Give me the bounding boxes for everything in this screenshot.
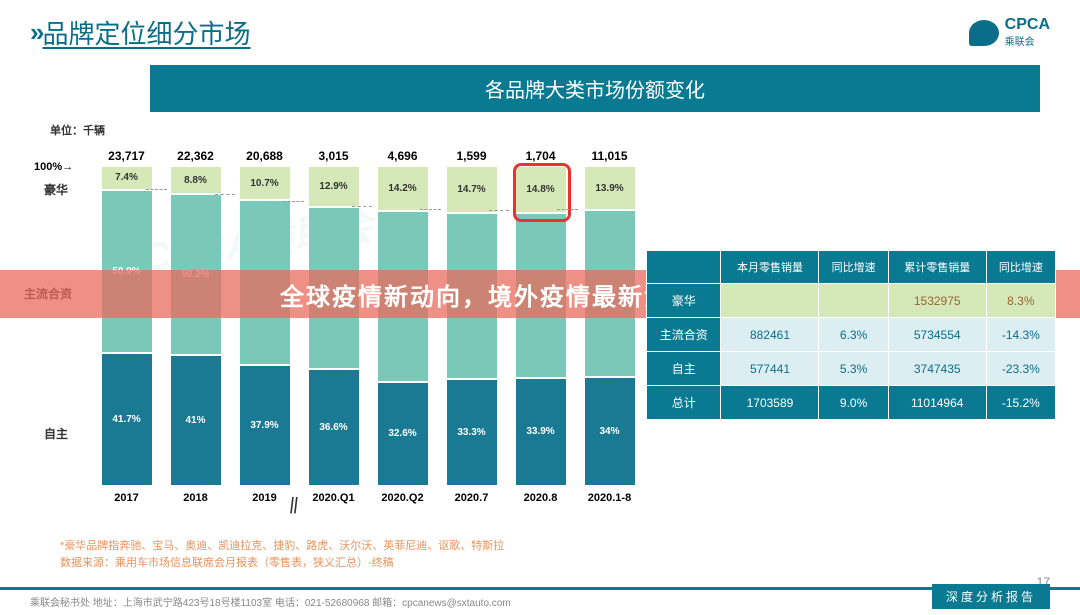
- footnote-2: 数据来源：乘用车市场信息联席会月报表（零售表，狭义汇总）-终稿: [60, 555, 504, 573]
- x-axis-label: 2020.Q1: [312, 492, 354, 504]
- bar-segment-own: 33.3%: [446, 379, 498, 486]
- bar-segment-lux: 14.8%: [515, 166, 567, 213]
- bar-top-value: 11,015: [591, 149, 627, 163]
- bar-segment-own: 37.9%: [239, 365, 291, 486]
- footnotes: *豪华品牌指奔驰、宝马、奥迪、凯迪拉克、捷豹、路虎、沃尔沃、英菲尼迪、讴歌、特斯…: [60, 538, 504, 573]
- bar-segment-own: 41.7%: [101, 353, 153, 486]
- table-row: 豪华 15329758.3%: [647, 284, 1056, 318]
- table-cell: 9.0%: [819, 386, 888, 420]
- table-cell: 6.3%: [819, 318, 888, 352]
- header: » 品牌定位细分市场 CPCA 乘联会: [0, 0, 1080, 59]
- axis-100pct: 100%→: [34, 161, 73, 173]
- category-label-own: 自主: [44, 425, 68, 442]
- bar-segment-lux: 14.2%: [377, 166, 429, 211]
- bar-top-value: 1,599: [456, 149, 486, 163]
- x-axis-label: 2019: [252, 492, 276, 504]
- bar-segment-own: 36.6%: [308, 369, 360, 486]
- table-header: 同比增速: [986, 251, 1055, 284]
- x-axis-label: 2018: [183, 492, 207, 504]
- data-table: 本月零售销量同比增速累计零售销量同比增速 豪华15329758.3%主流合资88…: [646, 250, 1056, 420]
- table-cell: 577441: [721, 352, 819, 386]
- table-row: 主流合资8824616.3%5734554-14.3%: [647, 318, 1056, 352]
- table-cell: 3747435: [888, 352, 986, 386]
- table-row-header: 豪华: [647, 284, 721, 318]
- bar-top-value: 20,688: [246, 149, 283, 163]
- table-cell: 1532975: [888, 284, 986, 318]
- bar-segment-lux: 8.8%: [170, 166, 222, 194]
- table-cell: [721, 284, 819, 318]
- table-header: 累计零售销量: [888, 251, 986, 284]
- bar-column: 4,696 14.2% 32.6% 2020.Q2: [370, 149, 435, 504]
- category-label-luxury: 豪华: [44, 181, 68, 198]
- table-cell: 1703589: [721, 386, 819, 420]
- logo-text: CPCA: [1005, 17, 1050, 33]
- table-cell: 8.3%: [986, 284, 1055, 318]
- table-cell: -23.3%: [986, 352, 1055, 386]
- bar-top-value: 3,015: [318, 149, 348, 163]
- bar-top-value: 1,704: [525, 149, 555, 163]
- table-cell: 5.3%: [819, 352, 888, 386]
- x-axis-label: 2020.1-8: [588, 492, 631, 504]
- bar-top-value: 4,696: [387, 149, 417, 163]
- bar-column: 11,015 13.9% 34% 2020.1-8: [577, 149, 642, 504]
- bar-segment-own: 41%: [170, 355, 222, 486]
- bar-column: 3,015 12.9% 36.6% 2020.Q1: [301, 149, 366, 504]
- bar-column: 22,3628.8%50.2%41%2018: [163, 149, 228, 504]
- page-title: 品牌定位细分市场: [42, 14, 250, 51]
- table-row: 总计17035899.0%11014964-15.2%: [647, 386, 1056, 420]
- footer-left: 乘联会秘书处 地址：上海市武宁路423号18号楼1103室 电话：021-526…: [30, 594, 511, 609]
- table-cell: 882461: [721, 318, 819, 352]
- table-cell: -15.2%: [986, 386, 1055, 420]
- table-header: 本月零售销量: [721, 251, 819, 284]
- bar-segment-own: 32.6%: [377, 382, 429, 486]
- stacked-bar-chart: 100%→ 豪华 主流合资 自主 23,7177.4%50.9%41.7%201…: [30, 135, 650, 540]
- x-axis-label: 2020.Q2: [381, 492, 423, 504]
- bar-column: 1,704 14.8% 33.9% 2020.8: [508, 149, 573, 504]
- chevron-icon: »: [30, 17, 36, 48]
- bar-segment-lux: 12.9%: [308, 166, 360, 207]
- bar-top-value: 22,362: [177, 149, 214, 163]
- x-axis-label: 2020.7: [455, 492, 489, 504]
- table-row: 自主5774415.3%3747435-23.3%: [647, 352, 1056, 386]
- bar-top-value: 23,717: [108, 149, 145, 163]
- table-row-header: 总计: [647, 386, 721, 420]
- table-cell: [819, 284, 888, 318]
- footer: 乘联会秘书处 地址：上海市武宁路423号18号楼1103室 电话：021-526…: [0, 587, 1080, 615]
- subtitle-bar: 各品牌大类市场份额变化: [150, 65, 1040, 112]
- table-cell: 5734554: [888, 318, 986, 352]
- bar-column: 1,599 14.7% 33.3% 2020.7: [439, 149, 504, 504]
- bar-column: 20,688 10.7% 37.9% 2019: [232, 149, 297, 504]
- logo-icon: [969, 20, 999, 46]
- bar-segment-own: 33.9%: [515, 378, 567, 486]
- logo-subtext: 乘联会: [1005, 33, 1050, 48]
- bar-column: 23,7177.4%50.9%41.7%2017: [94, 149, 159, 504]
- table-row-header: 主流合资: [647, 318, 721, 352]
- table-cell: 11014964: [888, 386, 986, 420]
- bar-segment-own: 34%: [584, 377, 636, 486]
- table-cell: -14.3%: [986, 318, 1055, 352]
- bar-segment-lux: 14.7%: [446, 166, 498, 213]
- bar-segment-lux: 10.7%: [239, 166, 291, 200]
- footnote-1: *豪华品牌指奔驰、宝马、奥迪、凯迪拉克、捷豹、路虎、沃尔沃、英菲尼迪、讴歌、特斯…: [60, 538, 504, 556]
- axis-break-icon: //: [290, 492, 298, 518]
- table-header: [647, 251, 721, 284]
- bar-segment-lux: 13.9%: [584, 166, 636, 210]
- table-row-header: 自主: [647, 352, 721, 386]
- x-axis-label: 2017: [114, 492, 138, 504]
- footer-right: 深度分析报告: [932, 584, 1050, 609]
- bar-segment-lux: 7.4%: [101, 166, 153, 190]
- x-axis-label: 2020.8: [524, 492, 558, 504]
- logo: CPCA 乘联会: [969, 17, 1050, 48]
- table-header: 同比增速: [819, 251, 888, 284]
